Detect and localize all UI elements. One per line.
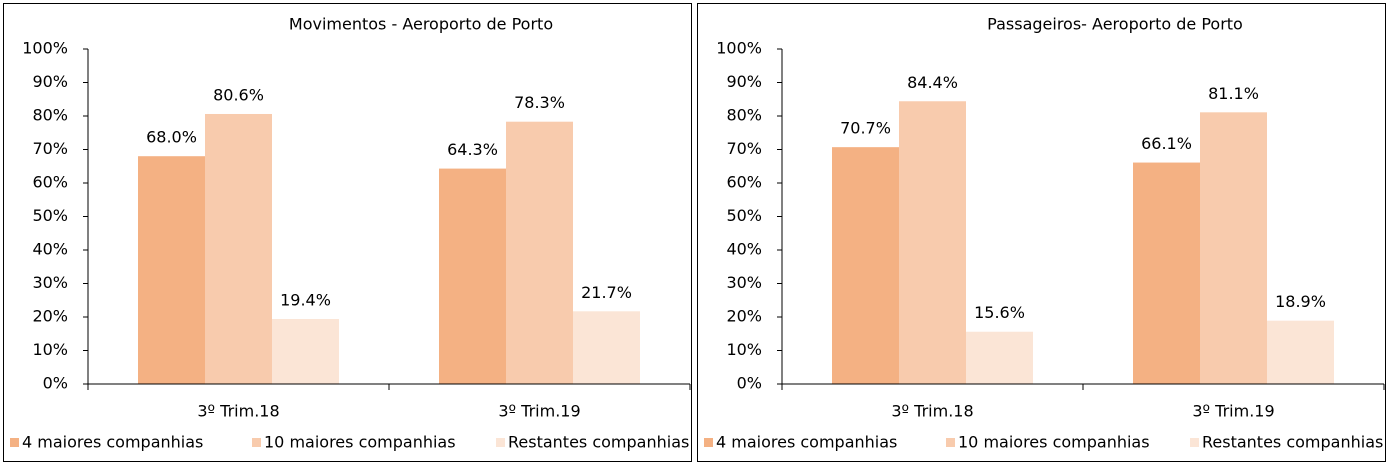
legend-label: 10 maiores companhias — [264, 433, 456, 452]
y-tick-label: 90% — [726, 72, 762, 91]
legend-label: 4 maiores companhias — [22, 433, 203, 452]
value-label: 70.7% — [840, 119, 891, 138]
value-label: 66.1% — [1141, 134, 1192, 153]
y-tick-label: 0% — [43, 374, 68, 393]
legend-swatch — [1190, 438, 1199, 447]
y-tick-label: 20% — [32, 307, 68, 326]
y-tick-label: 60% — [32, 173, 68, 192]
legend-label: 10 maiores companhias — [958, 433, 1150, 452]
y-tick-label: 80% — [726, 106, 762, 125]
value-label: 78.3% — [514, 93, 565, 112]
y-tick-label: 0% — [737, 374, 762, 393]
bar — [1200, 112, 1267, 384]
y-tick-label: 60% — [726, 173, 762, 192]
x-tick-label: 3º Trim.18 — [197, 402, 279, 421]
bar — [832, 147, 899, 384]
y-tick-label: 70% — [726, 139, 762, 158]
y-tick-label: 40% — [726, 240, 762, 259]
bar — [899, 101, 966, 384]
y-tick-label: 20% — [726, 307, 762, 326]
bar — [573, 311, 640, 384]
legend-swatch — [704, 438, 713, 447]
legend-label: 4 maiores companhias — [716, 433, 897, 452]
value-label: 19.4% — [280, 291, 331, 310]
y-tick-label: 30% — [726, 273, 762, 292]
legend-swatch — [10, 438, 19, 447]
chart-frame — [3, 3, 692, 462]
legend-swatch — [946, 438, 955, 447]
y-tick-label: 70% — [32, 139, 68, 158]
value-label: 64.3% — [447, 140, 498, 159]
y-tick-label: 40% — [32, 240, 68, 259]
legend-swatch — [252, 438, 261, 447]
bar — [272, 319, 339, 384]
legend-swatch — [496, 438, 505, 447]
bar — [966, 331, 1033, 384]
y-tick-label: 80% — [32, 106, 68, 125]
value-label: 15.6% — [974, 303, 1025, 322]
bar — [439, 168, 506, 384]
y-tick-label: 50% — [726, 206, 762, 225]
y-tick-label: 50% — [32, 206, 68, 225]
x-tick-label: 3º Trim.18 — [891, 402, 973, 421]
legend-label: Restantes companhias — [1202, 433, 1383, 452]
y-tick-label: 100% — [716, 39, 762, 58]
chart-title: Movimentos - Aeroporto de Porto — [289, 15, 553, 34]
legend-label: Restantes companhias — [508, 433, 689, 452]
bar — [1267, 320, 1334, 384]
value-label: 68.0% — [146, 128, 197, 147]
chart-title: Passageiros- Aeroporto de Porto — [987, 15, 1243, 34]
chart-frame — [697, 3, 1386, 462]
bar — [1133, 162, 1200, 384]
value-label: 81.1% — [1208, 84, 1259, 103]
y-tick-label: 30% — [32, 273, 68, 292]
value-label: 18.9% — [1275, 292, 1326, 311]
y-tick-label: 100% — [22, 39, 68, 58]
x-tick-label: 3º Trim.19 — [1192, 402, 1274, 421]
value-label: 80.6% — [213, 85, 264, 104]
y-tick-label: 90% — [32, 72, 68, 91]
bar — [205, 113, 272, 385]
y-tick-label: 10% — [726, 340, 762, 359]
bar — [138, 156, 205, 384]
bar — [506, 121, 573, 384]
value-label: 84.4% — [907, 73, 958, 92]
value-label: 21.7% — [581, 283, 632, 302]
x-tick-label: 3º Trim.19 — [498, 402, 580, 421]
y-tick-label: 10% — [32, 340, 68, 359]
